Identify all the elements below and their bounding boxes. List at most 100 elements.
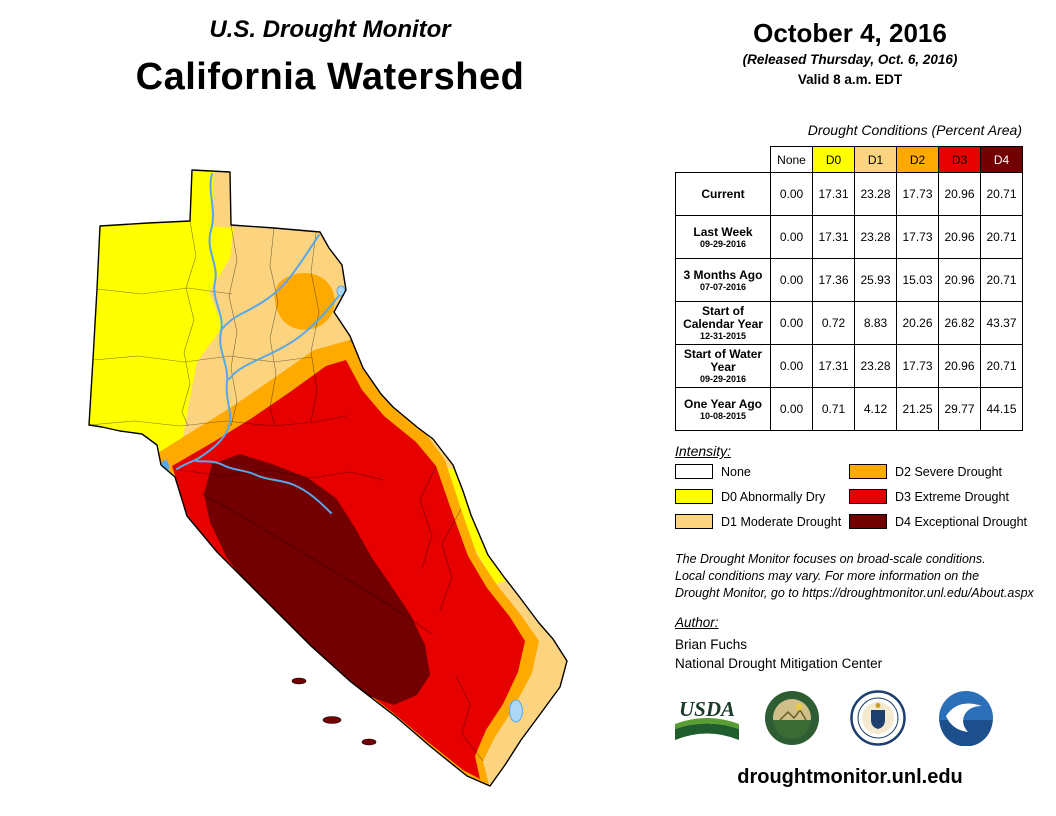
d0-swatch-icon [675,489,713,504]
row-label: Start of Water Year 09-29-2016 [675,344,771,388]
col-header-d2: D2 [896,146,939,173]
d2-swatch-icon [849,464,887,479]
value-cell: 0.00 [770,172,813,216]
valid-time: Valid 8 a.m. EDT [797,72,903,87]
usda-swoosh-dark [675,723,739,740]
row-label: Last Week 09-29-2016 [675,215,771,259]
value-cell: 26.82 [938,301,981,345]
value-cell: 0.00 [770,301,813,345]
legend-item-d4: D4 Exceptional Drought [849,514,1027,529]
value-cell: 15.03 [896,258,939,302]
usda-wordmark: USDA [679,697,735,721]
value-cell: 0.72 [812,301,855,345]
legend-item-none: None [675,464,751,479]
value-cell: 20.96 [938,258,981,302]
value-cell: 20.71 [980,215,1023,259]
map-region-d2-northeast-blob [274,272,335,330]
island-3 [361,738,377,746]
value-cell: 44.15 [980,387,1023,431]
value-cell: 20.71 [980,344,1023,388]
noaa-logo [938,690,994,751]
col-header-d0: D0 [812,146,855,173]
commerce-inner-ring [857,697,899,739]
value-cell: 0.00 [770,344,813,388]
value-cell: 0.00 [770,215,813,259]
table-header-row: None D0 D1 D2 D3 D4 [675,146,1023,173]
value-cell: 4.12 [854,387,897,431]
disclaimer-line: The Drought Monitor focuses on broad-sca… [675,552,986,566]
table-row-last-week: Last Week 09-29-2016 0.00 17.31 23.28 17.… [675,215,1023,259]
legend-title: Intensity: [675,443,732,459]
value-cell: 20.71 [980,172,1023,216]
commerce-seal-icon [850,690,906,746]
table-row-start-water-year: Start of Water Year 09-29-2016 0.00 17.31… [675,344,1023,388]
river-tributary-northeast [220,234,320,331]
legend-item-d1: D1 Moderate Drought [675,514,841,529]
watershed-outline [88,169,568,787]
table-corner-cell [675,146,771,173]
river-north [176,173,232,470]
row-label: Start of Calendar Year 12-31-2015 [675,301,771,345]
value-cell: 25.93 [854,258,897,302]
lake-south [509,699,523,723]
basin-boundaries [89,220,484,762]
value-cell: 20.96 [938,344,981,388]
col-header-none: None [770,146,813,173]
value-cell: 17.73 [896,215,939,259]
value-cell: 20.71 [980,258,1023,302]
col-header-d4: D4 [980,146,1023,173]
value-cell: 17.36 [812,258,855,302]
map-region-d0-northwest [89,170,234,468]
ndmc-sun [795,703,803,711]
disclaimer-line: Drought Monitor, go to https://droughtmo… [675,586,1034,600]
ndmc-seal-icon [765,691,819,745]
disclaimer-line: Local conditions may vary. For more info… [675,569,980,583]
river-tributary-east [228,292,342,380]
bay-inlet [161,460,169,474]
table-row-start-calendar-year: Start of Calendar Year 12-31-2015 0.00 0.… [675,301,1023,345]
map-date: October 4, 2016 [753,18,947,48]
island-1 [291,677,307,685]
commerce-star [875,703,881,708]
row-label: Current [675,172,771,216]
d3-swatch-icon [849,489,887,504]
release-date: (Released Thursday, Oct. 6, 2016) [742,52,958,67]
usda-logo-graphic: USDA [675,697,739,740]
value-cell: 29.77 [938,387,981,431]
value-cell: 21.25 [896,387,939,431]
value-cell: 17.31 [812,172,855,216]
drought-conditions-table: None D0 D1 D2 D3 D4 Current 0.00 17.31 2… [675,146,1023,431]
legend-item-d3: D3 Extreme Drought [849,489,1009,504]
value-cell: 0.71 [812,387,855,431]
site-url: droughtmonitor.unl.edu [737,766,963,788]
usda-logo: USDA [672,696,742,753]
island-2 [322,716,342,724]
value-cell: 17.31 [812,344,855,388]
d1-swatch-icon [675,514,713,529]
none-swatch-icon [675,464,713,479]
ndmc-landscape-lines [779,708,807,721]
value-cell: 20.96 [938,215,981,259]
row-label: One Year Ago 10-08-2015 [675,387,771,431]
value-cell: 0.00 [770,258,813,302]
page-title: California Watershed [135,56,525,98]
noaa-gull [946,703,982,732]
monitor-title: U.S. Drought Monitor [209,16,451,43]
author-organization: National Drought Mitigation Center [675,656,883,671]
table-row-current: Current 0.00 17.31 23.28 17.73 20.96 20.… [675,172,1023,216]
col-header-d1: D1 [854,146,897,173]
author-heading: Author: [675,615,719,630]
river-south [195,460,332,514]
value-cell: 17.73 [896,172,939,216]
value-cell: 0.00 [770,387,813,431]
legend-item-d0: D0 Abnormally Dry [675,489,825,504]
col-header-d3: D3 [938,146,981,173]
value-cell: 23.28 [854,215,897,259]
table-row-3-months-ago: 3 Months Ago 07-07-2016 0.00 17.36 25.93 … [675,258,1023,302]
row-label: 3 Months Ago 07-07-2016 [675,258,771,302]
disclaimer-text: The Drought Monitor focuses on broad-sca… [675,551,1055,602]
value-cell: 17.73 [896,344,939,388]
ndmc-field [773,720,811,739]
value-cell: 17.31 [812,215,855,259]
